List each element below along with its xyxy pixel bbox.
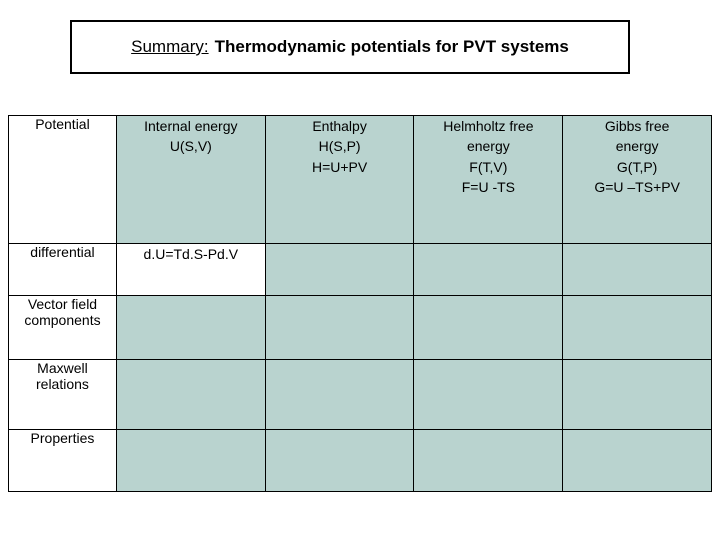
rowlabel-differential: differential bbox=[9, 244, 117, 296]
rowlabel-properties: Properties bbox=[9, 430, 117, 492]
cell-diff-3 bbox=[563, 244, 712, 296]
cell-vec-2 bbox=[414, 296, 563, 360]
cell-prop-3 bbox=[563, 430, 712, 492]
cell-diff-1 bbox=[265, 244, 414, 296]
cell-vec-0 bbox=[116, 296, 265, 360]
row-potential: Potential Internal energy U(S,V) Enthalp… bbox=[9, 116, 712, 244]
cell-vec-3 bbox=[563, 296, 712, 360]
cell-diff-2 bbox=[414, 244, 563, 296]
cell-potential-helmholtz: Helmholtz free energy F(T,V) F=U -TS bbox=[414, 116, 563, 244]
cell-max-3 bbox=[563, 360, 712, 430]
cell-max-1 bbox=[265, 360, 414, 430]
cell-prop-0 bbox=[116, 430, 265, 492]
cell-diff-0: d.U=Td.S-Pd.V bbox=[116, 244, 265, 296]
thermo-table: Potential Internal energy U(S,V) Enthalp… bbox=[8, 115, 712, 492]
row-differential: differential d.U=Td.S-Pd.V bbox=[9, 244, 712, 296]
row-vector-field: Vector field components bbox=[9, 296, 712, 360]
rowlabel-vector-field: Vector field components bbox=[9, 296, 117, 360]
title-main: Thermodynamic potentials for PVT systems bbox=[215, 37, 569, 57]
rowlabel-maxwell: Maxwell relations bbox=[9, 360, 117, 430]
cell-prop-2 bbox=[414, 430, 563, 492]
cell-potential-internal-energy: Internal energy U(S,V) bbox=[116, 116, 265, 244]
cell-potential-gibbs: Gibbs free energy G(T,P) G=U –TS+PV bbox=[563, 116, 712, 244]
row-properties: Properties bbox=[9, 430, 712, 492]
cell-prop-1 bbox=[265, 430, 414, 492]
title-box: Summary: Thermodynamic potentials for PV… bbox=[70, 20, 630, 74]
cell-max-0 bbox=[116, 360, 265, 430]
cell-max-2 bbox=[414, 360, 563, 430]
cell-vec-1 bbox=[265, 296, 414, 360]
cell-potential-enthalpy: Enthalpy H(S,P) H=U+PV bbox=[265, 116, 414, 244]
title-prefix: Summary: bbox=[131, 37, 208, 57]
rowlabel-potential: Potential bbox=[9, 116, 117, 244]
row-maxwell: Maxwell relations bbox=[9, 360, 712, 430]
